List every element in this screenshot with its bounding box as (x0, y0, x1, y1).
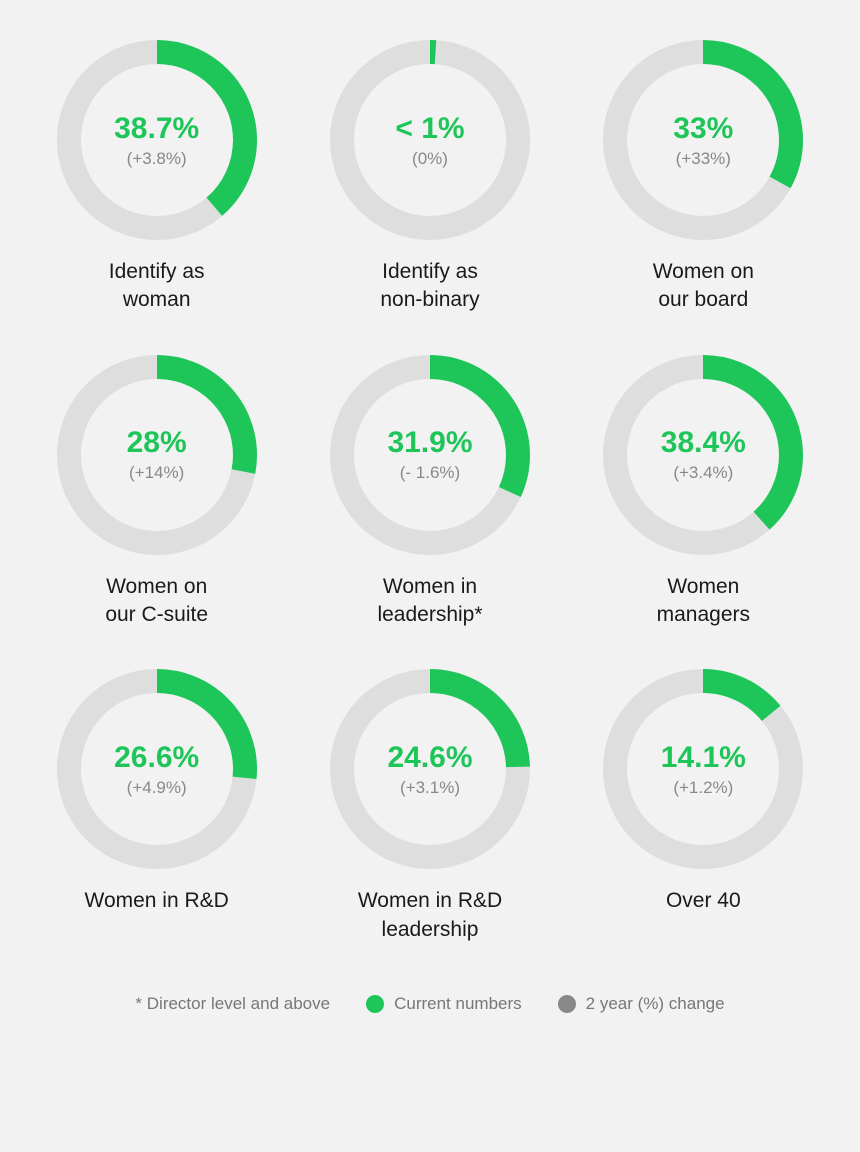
metric-women-leadership: 31.9% (- 1.6%) Women inleadership* (303, 355, 556, 630)
metric-caption: Identify aswoman (109, 258, 205, 315)
legend-note: * Director level and above (135, 994, 330, 1014)
metric-change: (+3.1%) (400, 779, 460, 796)
metric-change: (+1.2%) (673, 779, 733, 796)
metric-value: 24.6% (387, 743, 472, 773)
legend-change: 2 year (%) change (558, 994, 725, 1014)
metric-identify-nonbinary: < 1% (0%) Identify asnon-binary (303, 40, 556, 315)
donut-women-leadership: 31.9% (- 1.6%) (330, 355, 530, 555)
legend-note-text: * Director level and above (135, 994, 330, 1014)
metric-identify-woman: 38.7% (+3.8%) Identify aswoman (30, 40, 283, 315)
metric-caption: Over 40 (666, 887, 741, 915)
metric-caption: Women onour C-suite (105, 573, 208, 630)
metric-women-rd-leadership: 24.6% (+3.1%) Women in R&Dleadership (303, 669, 556, 944)
metric-value: 14.1% (661, 743, 746, 773)
metric-value: 31.9% (387, 428, 472, 458)
legend-current-dot (366, 995, 384, 1013)
metric-caption: Women onour board (653, 258, 754, 315)
metric-change: (0%) (412, 150, 448, 167)
metric-change: (- 1.6%) (400, 464, 460, 481)
legend-current: Current numbers (366, 994, 522, 1014)
donut-identify-nonbinary: < 1% (0%) (330, 40, 530, 240)
donut-women-board: 33% (+33%) (603, 40, 803, 240)
metric-change: (+3.8%) (127, 150, 187, 167)
legend-current-label: Current numbers (394, 994, 522, 1014)
metric-value: 28% (127, 428, 187, 458)
metric-value: 38.7% (114, 114, 199, 144)
metric-women-rd: 26.6% (+4.9%) Women in R&D (30, 669, 283, 944)
metric-caption: Women inleadership* (377, 573, 482, 630)
metric-caption: Women in R&D (85, 887, 229, 915)
legend-change-dot (558, 995, 576, 1013)
metric-change: (+4.9%) (127, 779, 187, 796)
metric-change: (+3.4%) (673, 464, 733, 481)
metric-value: 33% (673, 114, 733, 144)
legend: * Director level and above Current numbe… (30, 994, 830, 1014)
metric-women-board: 33% (+33%) Women onour board (577, 40, 830, 315)
metric-women-csuite: 28% (+14%) Women onour C-suite (30, 355, 283, 630)
metrics-grid: 38.7% (+3.8%) Identify aswoman < 1% (0%) Iden… (30, 40, 830, 944)
donut-over-40: 14.1% (+1.2%) (603, 669, 803, 869)
metric-women-managers: 38.4% (+3.4%) Womenmanagers (577, 355, 830, 630)
donut-women-rd: 26.6% (+4.9%) (57, 669, 257, 869)
donut-women-managers: 38.4% (+3.4%) (603, 355, 803, 555)
metric-value: < 1% (395, 114, 464, 144)
metric-over-40: 14.1% (+1.2%) Over 40 (577, 669, 830, 944)
metric-caption: Womenmanagers (657, 573, 750, 630)
metric-caption: Women in R&Dleadership (358, 887, 502, 944)
metric-value: 38.4% (661, 428, 746, 458)
legend-change-label: 2 year (%) change (586, 994, 725, 1014)
metric-change: (+14%) (129, 464, 184, 481)
donut-identify-woman: 38.7% (+3.8%) (57, 40, 257, 240)
donut-women-rd-leadership: 24.6% (+3.1%) (330, 669, 530, 869)
metric-change: (+33%) (676, 150, 731, 167)
metric-caption: Identify asnon-binary (380, 258, 479, 315)
donut-women-csuite: 28% (+14%) (57, 355, 257, 555)
metric-value: 26.6% (114, 743, 199, 773)
